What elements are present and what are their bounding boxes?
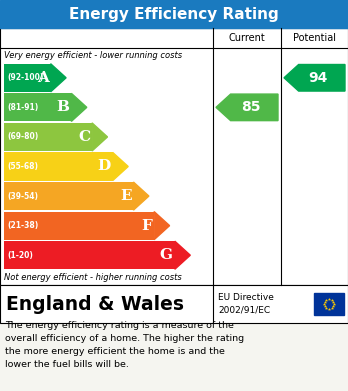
Text: The energy efficiency rating is a measure of the
overall efficiency of a home. T: The energy efficiency rating is a measur… [5, 321, 244, 369]
Text: EU Directive
2002/91/EC: EU Directive 2002/91/EC [218, 293, 274, 315]
Text: A: A [37, 71, 49, 85]
Polygon shape [216, 94, 278, 121]
Bar [4, 212, 154, 240]
Bar [4, 182, 134, 210]
Text: Not energy efficient - higher running costs: Not energy efficient - higher running co… [4, 273, 182, 282]
Text: (92-100): (92-100) [7, 73, 44, 82]
Bar [0, 0, 348, 28]
Text: (81-91): (81-91) [7, 103, 38, 112]
Text: 85: 85 [241, 100, 260, 114]
Text: (1-20): (1-20) [7, 251, 33, 260]
Polygon shape [134, 182, 149, 210]
Text: England & Wales: England & Wales [6, 294, 184, 314]
Text: 94: 94 [308, 71, 328, 85]
Bar [4, 241, 175, 269]
Bar [0, 28, 348, 285]
Text: Very energy efficient - lower running costs: Very energy efficient - lower running co… [4, 51, 182, 60]
Text: B: B [56, 100, 69, 114]
Text: (21-38): (21-38) [7, 221, 38, 230]
Text: D: D [97, 160, 111, 174]
Text: Energy Efficiency Rating: Energy Efficiency Rating [69, 7, 279, 22]
Text: (39-54): (39-54) [7, 192, 38, 201]
Polygon shape [113, 152, 128, 181]
Bar [4, 93, 71, 121]
Text: (69-80): (69-80) [7, 133, 38, 142]
Bar [4, 152, 113, 181]
Polygon shape [51, 64, 66, 92]
Polygon shape [284, 65, 345, 91]
Text: E: E [120, 189, 132, 203]
Text: Potential: Potential [293, 33, 336, 43]
Polygon shape [92, 123, 108, 151]
Text: F: F [141, 219, 152, 233]
Bar [314, 293, 344, 315]
Bar [0, 285, 348, 323]
Text: Current: Current [229, 33, 266, 43]
Bar [4, 64, 51, 92]
Polygon shape [175, 241, 190, 269]
Polygon shape [154, 212, 169, 240]
Text: (55-68): (55-68) [7, 162, 38, 171]
Bar [4, 123, 92, 151]
Text: G: G [160, 248, 173, 262]
Text: C: C [78, 130, 90, 144]
Polygon shape [71, 93, 87, 121]
